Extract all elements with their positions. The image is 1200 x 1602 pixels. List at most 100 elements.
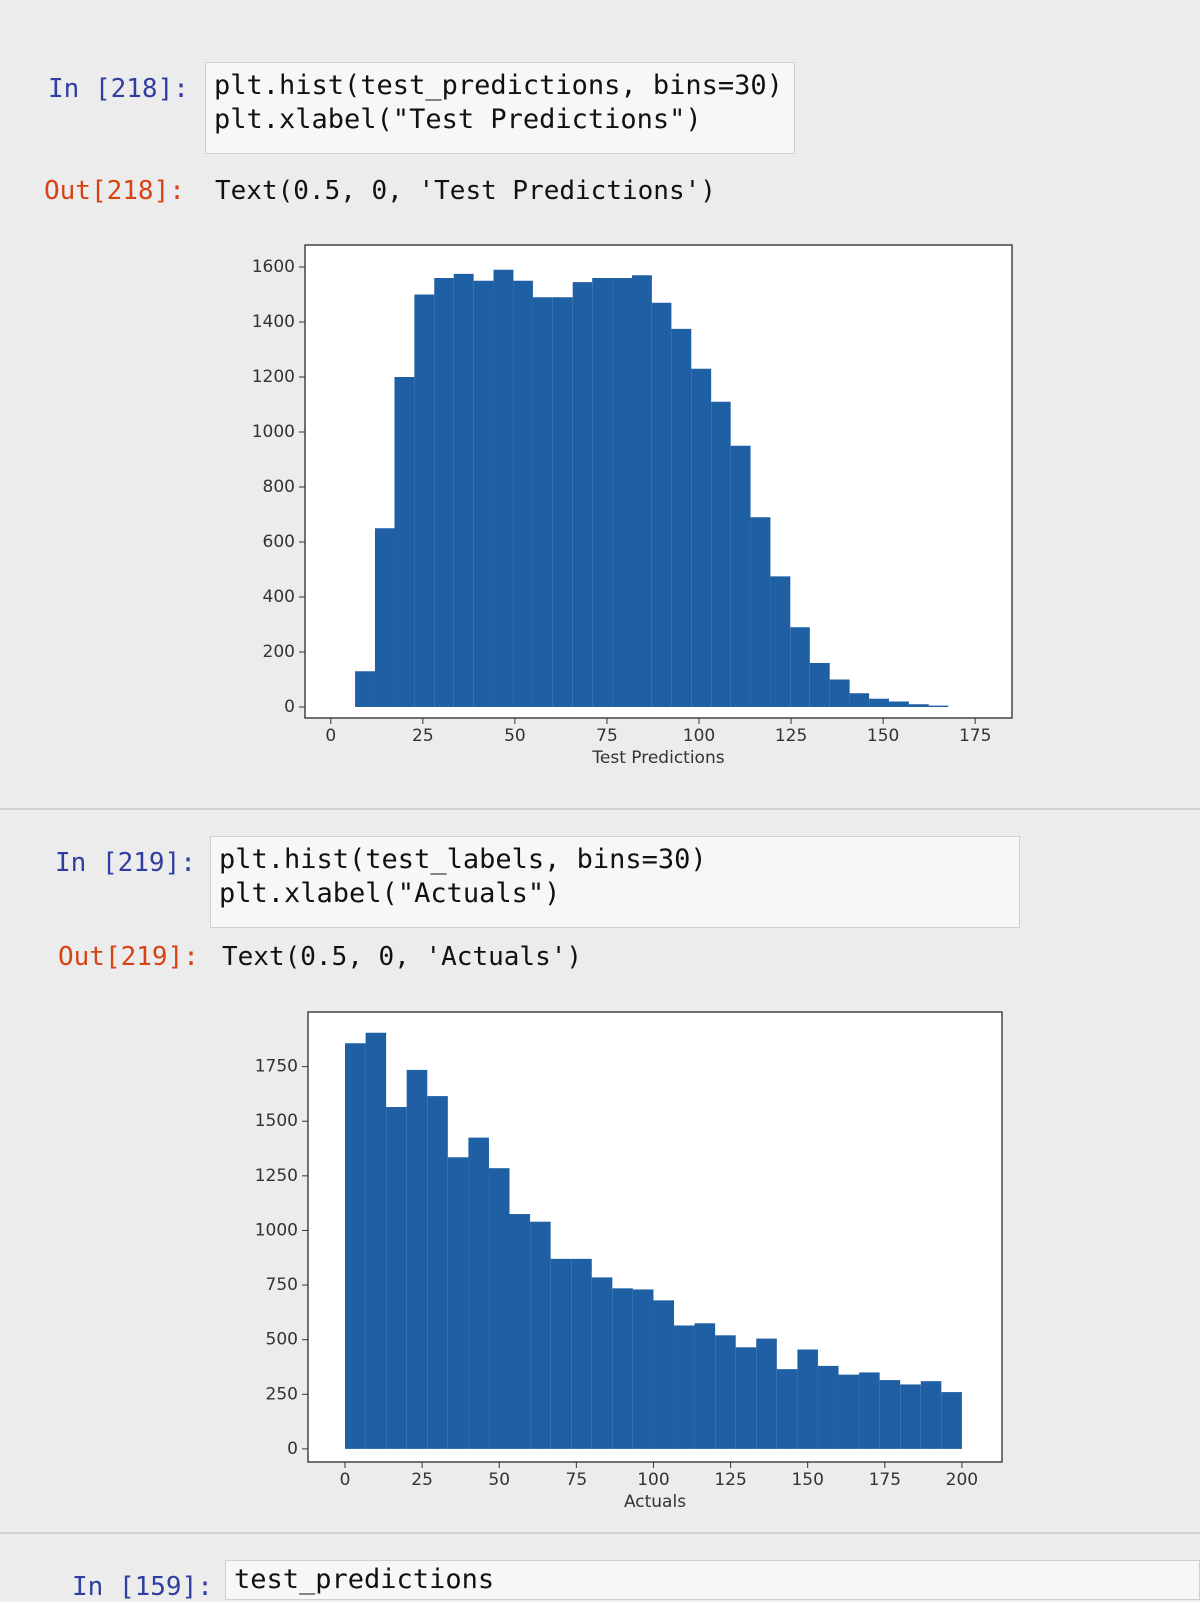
histogram-bar [473, 280, 494, 707]
x-tick-label: 100 [683, 726, 715, 746]
histogram-bar [869, 698, 890, 707]
cell-separator [0, 1532, 1200, 1534]
cell-separator [0, 808, 1200, 810]
histogram-bar [750, 517, 771, 707]
histogram-bar [809, 663, 830, 707]
histogram-bar [488, 1168, 510, 1449]
x-tick-label: 150 [791, 1470, 823, 1490]
y-tick-label: 500 [266, 1330, 298, 1350]
histogram-bar [552, 297, 573, 707]
histogram-bar [889, 701, 909, 707]
code-line: plt.hist(test_predictions, bins=30) [214, 70, 783, 101]
histogram-bar [394, 377, 415, 707]
histogram-bar [817, 1365, 839, 1449]
code-line: test_predictions [234, 1564, 495, 1595]
histogram-bar [612, 1288, 633, 1449]
histogram-bar [468, 1137, 489, 1449]
histogram-bar [691, 368, 712, 707]
y-tick-label: 200 [263, 642, 295, 662]
in-prompt: In [159]: [72, 1572, 213, 1602]
x-tick-label: 0 [340, 1470, 351, 1490]
histogram-bar [612, 278, 632, 707]
histogram-bar [427, 1096, 448, 1449]
histogram-bar [386, 1107, 407, 1449]
x-tick-label: 100 [637, 1470, 669, 1490]
histogram-bar [550, 1258, 572, 1449]
code-cell[interactable]: plt.hist(test_labels, bins=30) plt.xlabe… [210, 836, 1020, 928]
histogram-bar [453, 273, 474, 707]
histogram-bar [879, 1380, 901, 1449]
histogram-bar [770, 576, 791, 707]
histogram-bar [631, 275, 652, 707]
y-tick-label: 1600 [252, 257, 295, 277]
histogram-bar [447, 1157, 469, 1449]
y-tick-label: 1250 [255, 1166, 298, 1186]
code-cell[interactable]: plt.hist(test_predictions, bins=30) plt.… [205, 62, 795, 154]
histogram-bar [829, 679, 850, 707]
x-tick-label: 125 [714, 1470, 746, 1490]
histogram-bar [651, 302, 672, 707]
y-tick-label: 1000 [255, 1220, 298, 1240]
plot-border [307, 1011, 1003, 1463]
out-prompt: Out[218]: [44, 176, 185, 206]
histogram-bar [406, 1069, 428, 1449]
x-axis-label: Actuals [624, 1492, 686, 1512]
x-tick-label: 125 [775, 726, 807, 746]
y-tick-label: 1000 [252, 422, 295, 442]
x-tick-label: 75 [566, 1470, 588, 1490]
histogram-bar [859, 1372, 880, 1449]
histogram-bar [730, 445, 751, 707]
x-tick-label: 50 [504, 726, 526, 746]
y-tick-label: 1750 [255, 1057, 298, 1077]
histogram-bar [756, 1338, 777, 1449]
code-line: plt.hist(test_labels, bins=30) [219, 844, 707, 875]
y-tick-label: 400 [263, 587, 295, 607]
code-line: plt.xlabel("Test Predictions") [214, 104, 702, 135]
y-tick-label: 1200 [252, 367, 295, 387]
x-tick-label: 0 [325, 726, 336, 746]
histogram-bar [592, 278, 613, 707]
cell-output: Text(0.5, 0, 'Test Predictions') [215, 176, 716, 206]
y-tick-label: 0 [284, 697, 295, 717]
x-axis-label: Test Predictions [591, 748, 724, 768]
out-prompt: Out[219]: [58, 942, 199, 972]
x-tick-label: 175 [869, 1470, 901, 1490]
x-tick-label: 75 [596, 726, 618, 746]
x-tick-label: 25 [411, 1470, 433, 1490]
histogram-bar [571, 1258, 592, 1449]
histogram-bar [671, 328, 692, 707]
histogram-bar [365, 1032, 387, 1449]
histogram-bar [414, 294, 435, 707]
histogram-bar [591, 1277, 613, 1449]
code-line: plt.xlabel("Actuals") [219, 878, 561, 909]
histogram-bar [900, 1384, 921, 1449]
histogram-bar [838, 1374, 860, 1449]
histogram-bar [849, 693, 870, 707]
histogram-bar [735, 1347, 757, 1449]
x-tick-label: 150 [867, 726, 899, 746]
histogram-bar [920, 1381, 942, 1449]
y-tick-label: 0 [287, 1439, 298, 1459]
histogram-bar [530, 1221, 551, 1449]
in-prompt: In [218]: [48, 74, 189, 104]
in-prompt: In [219]: [55, 848, 196, 878]
histogram-bar [345, 1043, 366, 1449]
histogram-bar [908, 704, 929, 707]
histogram-bar [434, 278, 454, 707]
histogram-bar [374, 528, 395, 707]
x-tick-label: 50 [488, 1470, 510, 1490]
cell-output: Text(0.5, 0, 'Actuals') [222, 942, 583, 972]
histogram-bar [776, 1369, 798, 1449]
x-tick-label: 200 [946, 1470, 978, 1490]
y-tick-label: 1500 [255, 1111, 298, 1131]
histogram-bar [653, 1300, 675, 1449]
y-tick-label: 800 [263, 477, 295, 497]
code-cell[interactable]: test_predictions [225, 1560, 1200, 1600]
histogram-bar [694, 1323, 716, 1449]
y-tick-label: 1400 [252, 312, 295, 332]
histogram-bar [674, 1325, 695, 1449]
histogram-bar [355, 671, 375, 707]
histogram-bar [509, 1214, 531, 1449]
